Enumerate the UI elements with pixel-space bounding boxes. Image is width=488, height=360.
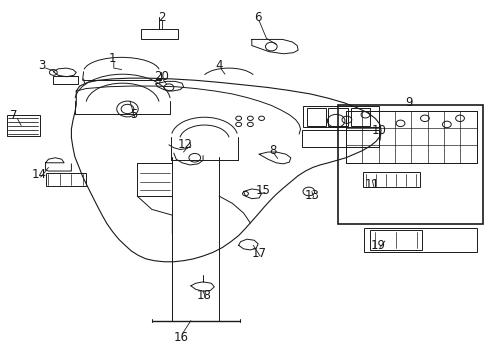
Text: 6: 6 — [254, 12, 262, 24]
Bar — [363, 228, 476, 252]
Bar — [306, 108, 326, 126]
Bar — [303, 106, 378, 127]
Bar — [362, 172, 419, 187]
Bar — [45, 173, 85, 186]
Text: 11: 11 — [364, 178, 379, 191]
Bar — [53, 76, 78, 84]
Text: 14: 14 — [31, 168, 46, 181]
Text: 18: 18 — [197, 289, 211, 302]
Text: 16: 16 — [173, 330, 188, 343]
Bar — [6, 116, 40, 136]
Text: 12: 12 — [177, 138, 192, 151]
Text: 7: 7 — [10, 109, 18, 122]
Text: 13: 13 — [304, 189, 319, 202]
Bar — [369, 230, 421, 250]
Bar — [141, 30, 177, 40]
Text: 4: 4 — [215, 59, 223, 72]
Bar — [350, 108, 369, 126]
Bar — [345, 111, 476, 163]
Text: 17: 17 — [251, 247, 266, 260]
Text: 15: 15 — [255, 184, 270, 197]
Text: 8: 8 — [268, 144, 276, 157]
Text: 10: 10 — [371, 124, 386, 137]
Bar — [302, 130, 378, 147]
Text: 19: 19 — [370, 239, 386, 252]
Text: 2: 2 — [158, 12, 165, 24]
Text: 20: 20 — [154, 70, 169, 83]
Text: 1: 1 — [109, 52, 116, 65]
Bar — [328, 108, 347, 126]
Text: 9: 9 — [405, 96, 412, 109]
Text: 5: 5 — [129, 108, 137, 121]
Text: 3: 3 — [39, 59, 46, 72]
Bar — [337, 105, 483, 224]
